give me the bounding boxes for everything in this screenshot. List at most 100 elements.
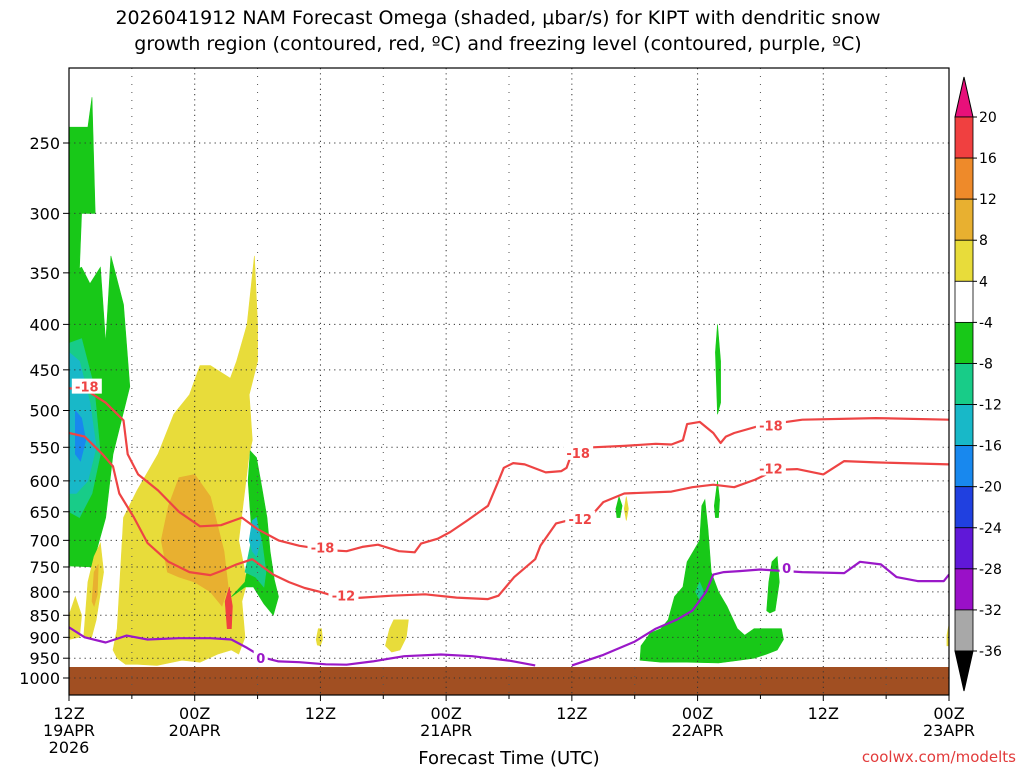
colorbar-label: -4 (979, 315, 993, 331)
x-tick-label: 12Z (305, 704, 336, 723)
contour-label-bg (565, 510, 596, 526)
x-tick-label: 12Z (808, 704, 839, 723)
contour-label: 0 (256, 652, 265, 667)
y-tick-label: 650 (29, 503, 60, 522)
contour-label-bg (563, 444, 594, 460)
y-tick-label: 1000 (19, 669, 60, 688)
y-tick-label: 700 (29, 531, 60, 550)
colorbar-swatch (954, 116, 974, 159)
y-tick-label: 900 (29, 628, 60, 647)
x-tick-label: 12Z (556, 704, 587, 723)
contour-label: -18 (566, 447, 590, 462)
y-tick-label: 300 (29, 204, 60, 223)
ground-layer (69, 667, 949, 695)
omega-region (224, 586, 233, 630)
contour-label: -18 (75, 381, 99, 396)
y-tick-label: 600 (29, 472, 60, 491)
colorbar-label: -36 (979, 644, 1002, 660)
omega-region (248, 517, 262, 558)
credit-text: coolwx.com/modelts (862, 748, 1016, 766)
colorbar-swatch (954, 445, 974, 488)
y-tick-label: 950 (29, 649, 60, 668)
contour-label-bg (253, 650, 268, 666)
colorbar-swatch (954, 568, 974, 611)
colorbar-swatch (954, 486, 974, 529)
colorbar-swatch (954, 280, 974, 323)
y-tick-label: 400 (29, 315, 60, 334)
x-tick-label: 23APR (923, 721, 975, 740)
contour-label: -12 (332, 590, 356, 605)
omega-region (639, 498, 784, 664)
contour-label: -12 (759, 462, 783, 477)
colorbar-label: -16 (979, 439, 1002, 455)
omega-region (766, 555, 780, 614)
grid-layer (69, 68, 949, 695)
omega-region (715, 324, 721, 415)
y-tick-label: 500 (29, 402, 60, 421)
x-tick-label: 2026 (49, 738, 90, 757)
x-tick-label: 00Z (682, 704, 713, 723)
colorbar-label: -12 (979, 398, 1002, 414)
colorbar-label: -20 (979, 480, 1002, 496)
contour-label-bg (307, 539, 338, 555)
ground-surface (69, 667, 949, 695)
colorbar-swatch (954, 321, 974, 364)
colorbar-swatch (954, 198, 974, 241)
colorbar-under-arrow (954, 650, 974, 692)
x-tick-label: 20APR (169, 721, 221, 740)
x-tick-label: 12Z (53, 704, 84, 723)
colorbar-swatch (954, 157, 974, 200)
chart-title-line-2: growth region (contoured, red, ºC) and f… (134, 33, 861, 55)
omega-region (91, 564, 99, 607)
freezing-level-contour-line (571, 560, 949, 667)
colorbar-label: -32 (979, 603, 1002, 619)
contour-label-bg (328, 587, 359, 603)
contour-label-bg (755, 417, 786, 433)
x-tick-label: 21APR (420, 721, 472, 740)
x-tick-label: 19APR (43, 721, 95, 740)
contour-label: -12 (568, 513, 592, 528)
colorbar-swatch (954, 404, 974, 447)
colorbar-label: -28 (979, 562, 1002, 578)
x-tick-label: 00Z (430, 704, 461, 723)
omega-region (112, 255, 258, 666)
colorbar-swatch (954, 363, 974, 405)
contour-label: -18 (759, 420, 783, 435)
colorbar-swatch (954, 239, 974, 282)
chart-title-line-1: 2026041912 NAM Forecast Omega (shaded, μ… (115, 7, 880, 29)
colorbar-label: -8 (979, 356, 993, 372)
x-tick-label: 22APR (672, 721, 724, 740)
colorbar-label: 12 (979, 192, 997, 208)
dendritic-contour-line (69, 387, 949, 554)
colorbar-label: 4 (979, 274, 988, 290)
contour-label-bg (71, 378, 102, 394)
y-tick-label: 550 (29, 438, 60, 457)
contour-layer (69, 387, 949, 667)
y-tick-label: 800 (29, 583, 60, 602)
contour-label: 0 (782, 562, 791, 577)
contour-label: -18 (311, 541, 335, 556)
colorbar-swatch (954, 609, 974, 652)
colorbar-label: 20 (979, 110, 997, 126)
colorbar-label: -24 (979, 521, 1002, 537)
colorbar-swatch (954, 527, 974, 570)
contour-label-layer: -18 -18 -18 -18 -12 -12 -12 0 0 (71, 378, 794, 667)
x-axis-title: Forecast Time (UTC) (418, 748, 599, 768)
dendritic-contour-line (69, 431, 949, 601)
colorbar-over-arrow (954, 76, 974, 118)
y-tick-label: 750 (29, 558, 60, 577)
freezing-level-contour-line (69, 626, 536, 667)
omega-region (385, 619, 409, 653)
omega-region (623, 496, 629, 521)
y-tick-label: 250 (29, 134, 60, 153)
contour-label-bg (755, 460, 786, 476)
omega-region (615, 495, 623, 518)
x-tick-label: 00Z (933, 704, 964, 723)
omega-colorbar: 20 16 12 8 4 -4 -8 -12 -16 -20 -24 -28 -32 -36 (954, 76, 1002, 692)
y-tick-label: 850 (29, 606, 60, 625)
x-tick-label: 00Z (179, 704, 210, 723)
y-tick-label: 350 (29, 264, 60, 283)
y-tick-label: 450 (29, 361, 60, 380)
